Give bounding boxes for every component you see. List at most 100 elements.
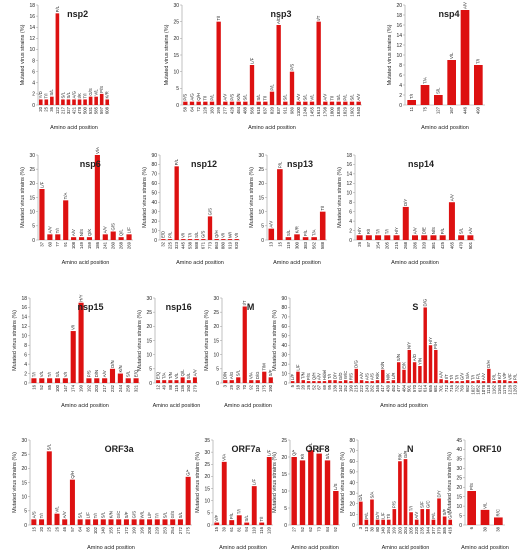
x-tick-label: 919 [227, 241, 232, 249]
bar-mutation-label: R/I [300, 454, 305, 460]
x-tick-label: 172 [124, 526, 129, 534]
bar [62, 378, 68, 383]
y-tick-label: 4 [24, 362, 27, 368]
x-tick-label: 490 [476, 106, 481, 114]
bar-mutation-label: D/Y [375, 511, 380, 518]
bar-mutation-label: L/F [147, 512, 152, 519]
bar [448, 202, 455, 240]
y-tick-label: 0 [176, 103, 179, 109]
x-tick-label: 484 [401, 384, 406, 392]
y-tick-label: 5 [207, 511, 210, 517]
panel-nsp3: 0 5 10 15 20 25 30 Mutated virus strains (%) P/S… [164, 3, 362, 131]
x-tick-label: 500 [82, 106, 87, 114]
bar-mutation-label: T/I [82, 93, 87, 98]
x-tick-label: 205 [408, 526, 413, 534]
x-tick-label: 94 [244, 526, 249, 531]
bar [460, 381, 465, 383]
bar [39, 189, 45, 240]
y-tick-label: 0 [284, 523, 287, 529]
x-tick-label: 152 [343, 384, 348, 392]
x-tick-label: 417 [380, 384, 385, 392]
bar-mutation-label: R/K [397, 453, 402, 460]
bar [508, 381, 512, 383]
bar [356, 101, 361, 105]
bar [55, 234, 61, 240]
bar [242, 306, 247, 383]
y-tick-label: 18 [29, 3, 35, 9]
y-tick-label: 14 [21, 315, 27, 321]
bar [391, 380, 396, 383]
x-tick-label: 773 [207, 241, 212, 249]
y-tick-label: 0 [216, 381, 219, 387]
x-tick-label: 190 [132, 526, 137, 534]
y-tick-label: 12 [396, 43, 402, 49]
bar [311, 237, 317, 240]
bar-mutation-label: A/V [414, 512, 419, 519]
bar [294, 234, 300, 240]
bar-mutation-label: T/I [187, 233, 192, 238]
x-tick-label: 262 [370, 384, 375, 392]
x-tick-label: 5 [290, 384, 295, 387]
x-tick-label: 36 [49, 106, 54, 111]
x-tick-label: 92 [333, 526, 338, 531]
bar [72, 99, 76, 105]
x-tick-label: 570 [412, 384, 417, 392]
bar-mutation-label: V/I [181, 233, 186, 238]
y-tick-label: 5 [261, 224, 264, 230]
bar-mutation-label: T/I [31, 372, 36, 377]
y-tick-label: 5 [284, 506, 287, 512]
x-tick-label: 46 [62, 526, 67, 531]
x-axis-title: Amino acid position [153, 403, 201, 409]
bar [77, 519, 83, 525]
x-tick-label: 989 [289, 106, 294, 114]
bar-mutation-label: T/I [44, 93, 49, 98]
y-tick-label: 40 [151, 200, 157, 206]
bar [412, 362, 417, 383]
y-tick-label: 25 [146, 310, 152, 316]
x-tick-label: 80 [375, 526, 380, 531]
bar [54, 513, 60, 525]
bar [168, 380, 173, 383]
x-tick-label: 277 [223, 106, 228, 114]
x-tick-label: 379 [436, 526, 441, 534]
bar-mutation-label: S/L [325, 452, 330, 459]
x-tick-label: 64 [189, 106, 194, 111]
x-tick-label: 671 [201, 241, 206, 249]
bar [133, 378, 139, 383]
bar-mutation-label: A/V [449, 194, 454, 201]
bar-mutation-label: A/S [31, 511, 36, 518]
bar [244, 522, 250, 525]
bar-mutation-label: A/V [359, 372, 364, 379]
bar-mutation-label: V/L [174, 372, 179, 379]
bar-mutation-label: E/Q [133, 369, 138, 377]
y-tick-label: 0 [32, 238, 35, 244]
bar [384, 235, 391, 240]
x-tick-label: 217 [102, 384, 107, 392]
x-tick-label: 235 [420, 526, 425, 534]
x-tick-label: 585 [94, 106, 99, 114]
y-tick-label: 0 [32, 103, 35, 109]
bar-mutation-label: R/C [496, 509, 501, 516]
bar-mutation-label: S/L [303, 94, 308, 101]
x-tick-label: 1613 [316, 106, 321, 116]
x-tick-label: 769 [460, 384, 465, 392]
bar [170, 519, 176, 525]
bar-mutation-label: A/V [71, 229, 76, 236]
bar-mutation-label: V/L [94, 89, 99, 96]
y-tick-label: 40 [349, 480, 355, 486]
y-tick-label: 0 [207, 523, 210, 529]
bar [229, 101, 235, 105]
panel-title: nsp4 [438, 9, 459, 19]
x-tick-label: 116 [259, 526, 264, 533]
x-axis-title: Amino acid position [421, 125, 469, 131]
bar [487, 368, 491, 383]
bar-mutation-label: A/V [462, 2, 467, 9]
bar [102, 234, 108, 240]
x-tick-label: 190 [78, 384, 83, 392]
panel-orf10: 0 5 10 15 20 25 30 35 40 45 Mutated virus strains … [447, 438, 509, 550]
y-tick-label: 5 [216, 367, 219, 373]
bar-mutation-label: V/L [309, 94, 314, 101]
bar-mutation-label: S/F [268, 369, 273, 376]
bar [338, 381, 343, 383]
